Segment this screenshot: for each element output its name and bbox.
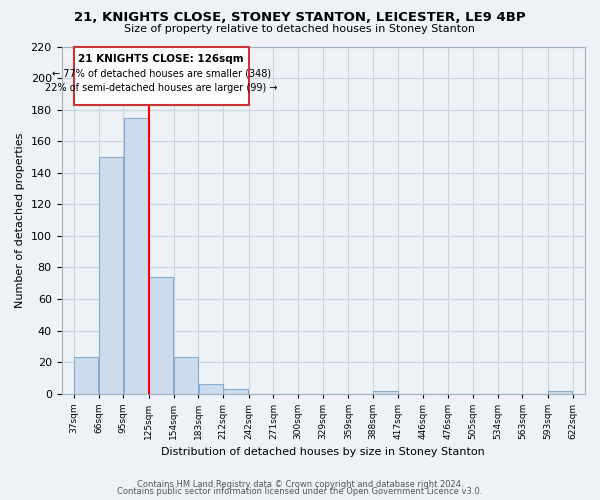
Bar (149, 277, 173, 394)
Text: Contains HM Land Registry data © Crown copyright and database right 2024.: Contains HM Land Registry data © Crown c… (137, 480, 463, 489)
Bar (124, 118, 149, 394)
Bar (199, 384, 223, 394)
Bar (74, 358, 98, 394)
Y-axis label: Number of detached properties: Number of detached properties (15, 132, 25, 308)
Bar (548, 390, 572, 394)
Text: Size of property relative to detached houses in Stoney Stanton: Size of property relative to detached ho… (125, 24, 476, 34)
Bar (223, 389, 248, 394)
Text: 21 KNIGHTS CLOSE: 126sqm: 21 KNIGHTS CLOSE: 126sqm (79, 54, 244, 64)
Bar (99, 157, 123, 394)
Bar (74, 46, 248, 105)
X-axis label: Distribution of detached houses by size in Stoney Stanton: Distribution of detached houses by size … (161, 448, 485, 458)
Text: 21, KNIGHTS CLOSE, STONEY STANTON, LEICESTER, LE9 4BP: 21, KNIGHTS CLOSE, STONEY STANTON, LEICE… (74, 11, 526, 24)
Text: 22% of semi-detached houses are larger (99) →: 22% of semi-detached houses are larger (… (45, 82, 278, 92)
Text: Contains public sector information licensed under the Open Government Licence v3: Contains public sector information licen… (118, 487, 482, 496)
Bar (174, 358, 198, 394)
Text: ← 77% of detached houses are smaller (348): ← 77% of detached houses are smaller (34… (52, 68, 271, 78)
Bar (373, 390, 398, 394)
